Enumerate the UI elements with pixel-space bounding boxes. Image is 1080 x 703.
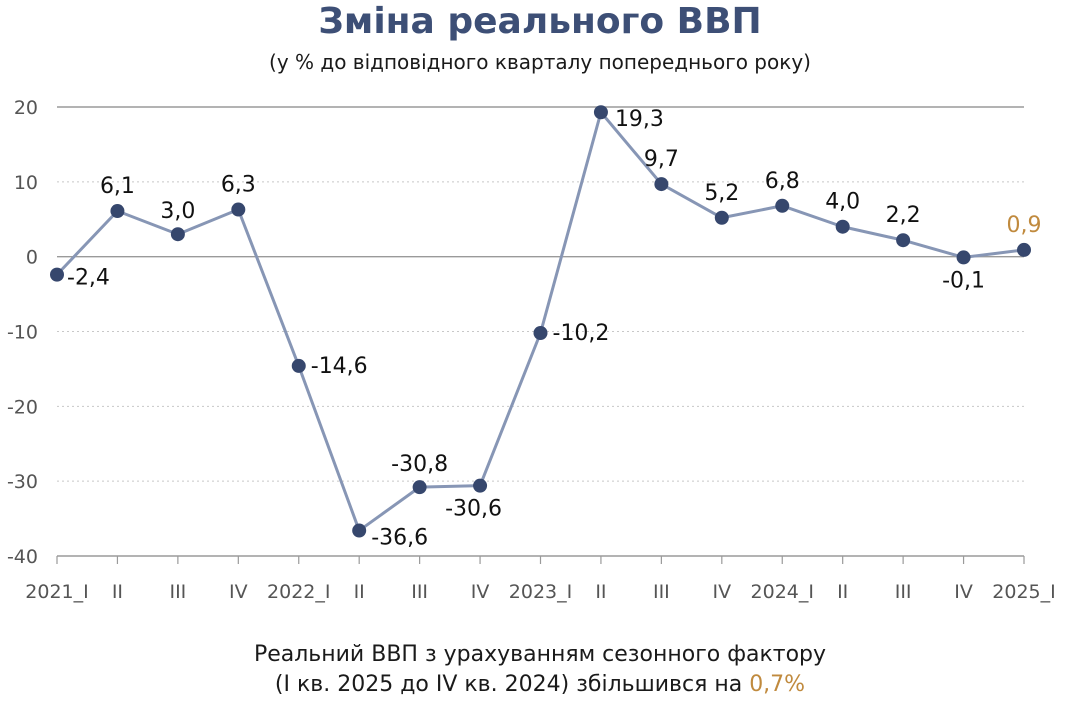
data-point bbox=[714, 210, 729, 225]
x-tick-label: II bbox=[354, 581, 365, 603]
y-tick-label: -30 bbox=[7, 471, 38, 493]
data-label: 6,1 bbox=[100, 174, 135, 199]
x-tick-label: IV bbox=[471, 581, 490, 603]
chart-title: Зміна реального ВВП bbox=[318, 1, 762, 42]
data-label: 6,3 bbox=[221, 173, 256, 198]
x-tick-label: III bbox=[653, 581, 670, 603]
data-point bbox=[412, 480, 427, 495]
data-label: 2,2 bbox=[886, 203, 921, 228]
data-label: 4,0 bbox=[825, 190, 860, 215]
data-label: 5,2 bbox=[704, 181, 739, 206]
data-point bbox=[291, 358, 306, 373]
data-point bbox=[110, 204, 125, 219]
footer-line-2: (І кв. 2025 до IV кв. 2024) збільшився н… bbox=[0, 670, 1080, 700]
x-tick-label: III bbox=[411, 581, 428, 603]
footer-line-1: Реальний ВВП з урахуванням сезонного фак… bbox=[253, 642, 827, 667]
y-tick-label: -20 bbox=[7, 396, 38, 418]
x-tick-label: 2022_I bbox=[267, 581, 330, 603]
data-point bbox=[775, 198, 790, 213]
x-tick-label: II bbox=[837, 581, 848, 603]
data-point bbox=[533, 325, 548, 340]
data-point bbox=[170, 227, 185, 242]
x-tick-label: II bbox=[595, 581, 606, 603]
chart-subtitle: (у % до відповідного кварталу попередньо… bbox=[269, 50, 811, 74]
x-tick-label: 2024_I bbox=[751, 581, 814, 603]
y-tick-label: 20 bbox=[14, 97, 38, 119]
y-tick-label: 10 bbox=[14, 172, 38, 194]
x-tick-label: IV bbox=[229, 581, 248, 603]
data-label: 3,0 bbox=[160, 199, 195, 224]
x-tick-label: III bbox=[169, 581, 186, 603]
x-tick-label: IV bbox=[713, 581, 732, 603]
x-tick-label: III bbox=[895, 581, 912, 603]
data-point bbox=[835, 219, 850, 234]
x-tick-label: 2025_I bbox=[992, 581, 1055, 603]
x-tick-label: 2021_I bbox=[25, 581, 88, 603]
data-point bbox=[593, 105, 608, 120]
data-point bbox=[896, 233, 911, 248]
data-label: -36,6 bbox=[371, 526, 428, 551]
y-tick-label: 0 bbox=[26, 247, 38, 269]
data-label: 9,7 bbox=[644, 147, 679, 172]
data-point bbox=[956, 250, 971, 265]
data-label: -10,2 bbox=[553, 321, 610, 346]
footer-highlight-value: 0,7% bbox=[749, 672, 806, 697]
data-point bbox=[654, 177, 669, 192]
data-point bbox=[1017, 242, 1031, 257]
x-tick-label: 2023_I bbox=[509, 581, 572, 603]
data-label: -0,1 bbox=[942, 268, 985, 293]
data-label: -2,4 bbox=[67, 266, 110, 291]
y-tick-label: -40 bbox=[7, 546, 38, 568]
data-point bbox=[473, 478, 488, 493]
x-tick-label: II bbox=[112, 581, 123, 603]
footer-line-2-text: (І кв. 2025 до IV кв. 2024) збільшився н… bbox=[274, 672, 750, 697]
chart-footer: Реальний ВВП з урахуванням сезонного фак… bbox=[0, 640, 1080, 700]
data-label: 19,3 bbox=[615, 107, 664, 132]
data-label: 6,8 bbox=[765, 169, 800, 194]
y-tick-label: -10 bbox=[7, 322, 38, 344]
series-line bbox=[55, 110, 1025, 533]
data-point bbox=[50, 267, 64, 282]
data-point bbox=[352, 523, 367, 538]
data-label: -14,6 bbox=[311, 354, 368, 379]
data-label: -30,8 bbox=[391, 452, 448, 477]
data-point bbox=[231, 202, 246, 217]
data-label: 0,9 bbox=[1007, 213, 1042, 238]
data-label: -30,6 bbox=[445, 497, 502, 522]
x-tick-label: IV bbox=[954, 581, 973, 603]
